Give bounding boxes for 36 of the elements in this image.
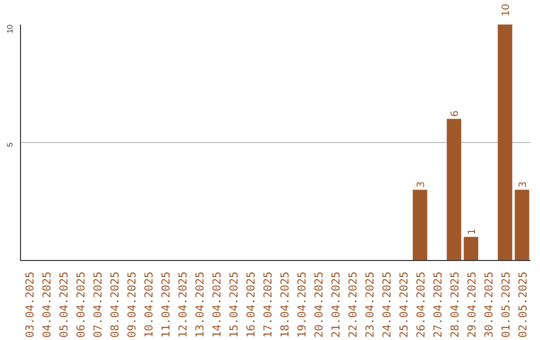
- data-label: 3: [416, 181, 427, 188]
- x-tick-label: 03.04.2025: [24, 271, 36, 338]
- x-tick-label: 21.04.2025: [330, 271, 342, 338]
- x-tick-label: 01.05.2025: [500, 271, 512, 338]
- data-label: 3: [518, 181, 529, 188]
- x-tick-label: 14.04.2025: [210, 271, 224, 338]
- x-tick-label: 29.04.2025: [466, 271, 478, 338]
- y-tick-label: 5: [6, 142, 14, 147]
- data-label: 10: [501, 4, 512, 16]
- x-tick-label: 25.04.2025: [398, 271, 410, 338]
- x-tick-label: 12.04.2025: [176, 271, 190, 338]
- x-tick-label: 09.04.2025: [126, 271, 138, 338]
- x-tick-label: 10.04.2025: [142, 271, 156, 338]
- x-tick-label: 06.04.2025: [74, 271, 88, 338]
- x-tick-label: 22.04.2025: [346, 271, 360, 338]
- data-label: 6: [450, 110, 461, 117]
- x-tick-label: 30.04.2025: [482, 271, 496, 338]
- data-label: 1: [467, 228, 478, 235]
- x-tick-label: 15.04.2025: [228, 271, 240, 338]
- x-tick-label: 02.05.2025: [516, 271, 530, 338]
- x-tick-label: 19.04.2025: [296, 271, 308, 338]
- x-tick-label: 23.04.2025: [364, 271, 376, 338]
- x-tick-label: 13.04.2025: [194, 271, 206, 338]
- x-tick-label: 24.04.2025: [380, 271, 394, 338]
- x-tick-label: 18.04.2025: [278, 271, 292, 338]
- x-tick-label: 04.04.2025: [40, 271, 54, 338]
- x-tick-label: 28.04.2025: [448, 271, 462, 338]
- x-tick-label: 16.04.2025: [244, 271, 258, 338]
- x-tick-label: 17.04.2025: [262, 271, 274, 338]
- x-tick-label: 27.04.2025: [432, 271, 444, 338]
- x-tick-label: 05.04.2025: [58, 271, 70, 338]
- x-tick-label: 08.04.2025: [108, 271, 122, 338]
- x-tick-label: 07.04.2025: [92, 271, 104, 338]
- x-tick-label: 11.04.2025: [160, 271, 172, 338]
- x-tick-label: 26.04.2025: [414, 271, 428, 338]
- x-tick-label: 20.04.2025: [312, 271, 326, 338]
